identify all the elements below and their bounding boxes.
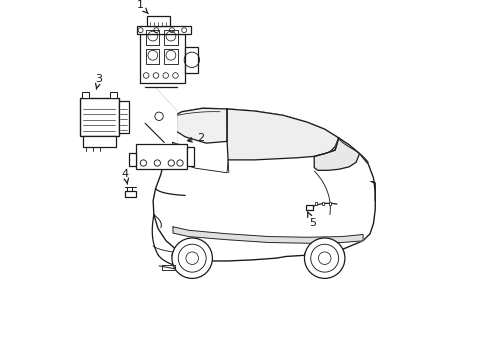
Bar (186, 147, 194, 166)
Bar (140, 34, 185, 83)
Bar (314, 202, 316, 205)
Bar (137, 26, 191, 34)
Bar (125, 190, 136, 197)
Bar (81, 92, 88, 99)
Bar (164, 30, 177, 45)
Bar (161, 265, 175, 270)
Bar (305, 205, 312, 211)
Polygon shape (314, 138, 359, 170)
Bar (164, 49, 177, 64)
Bar (321, 202, 324, 205)
Bar (185, 46, 198, 73)
Bar (129, 153, 136, 166)
Text: 2: 2 (187, 134, 204, 143)
Polygon shape (145, 87, 176, 144)
Bar (146, 49, 159, 64)
Bar (328, 202, 330, 205)
Polygon shape (169, 108, 226, 143)
Polygon shape (172, 143, 182, 148)
Bar (83, 136, 116, 147)
Text: 3: 3 (95, 74, 102, 89)
Bar (119, 101, 128, 133)
Polygon shape (173, 227, 362, 243)
Circle shape (172, 238, 212, 278)
Text: 4: 4 (122, 168, 129, 184)
Text: 1: 1 (136, 0, 148, 14)
Bar (80, 99, 119, 136)
Text: 5: 5 (307, 212, 315, 228)
Bar (136, 144, 186, 169)
Polygon shape (153, 108, 374, 261)
Bar (110, 92, 117, 99)
Bar (146, 30, 159, 45)
Polygon shape (226, 109, 338, 160)
Bar (146, 16, 169, 26)
Circle shape (304, 238, 344, 278)
